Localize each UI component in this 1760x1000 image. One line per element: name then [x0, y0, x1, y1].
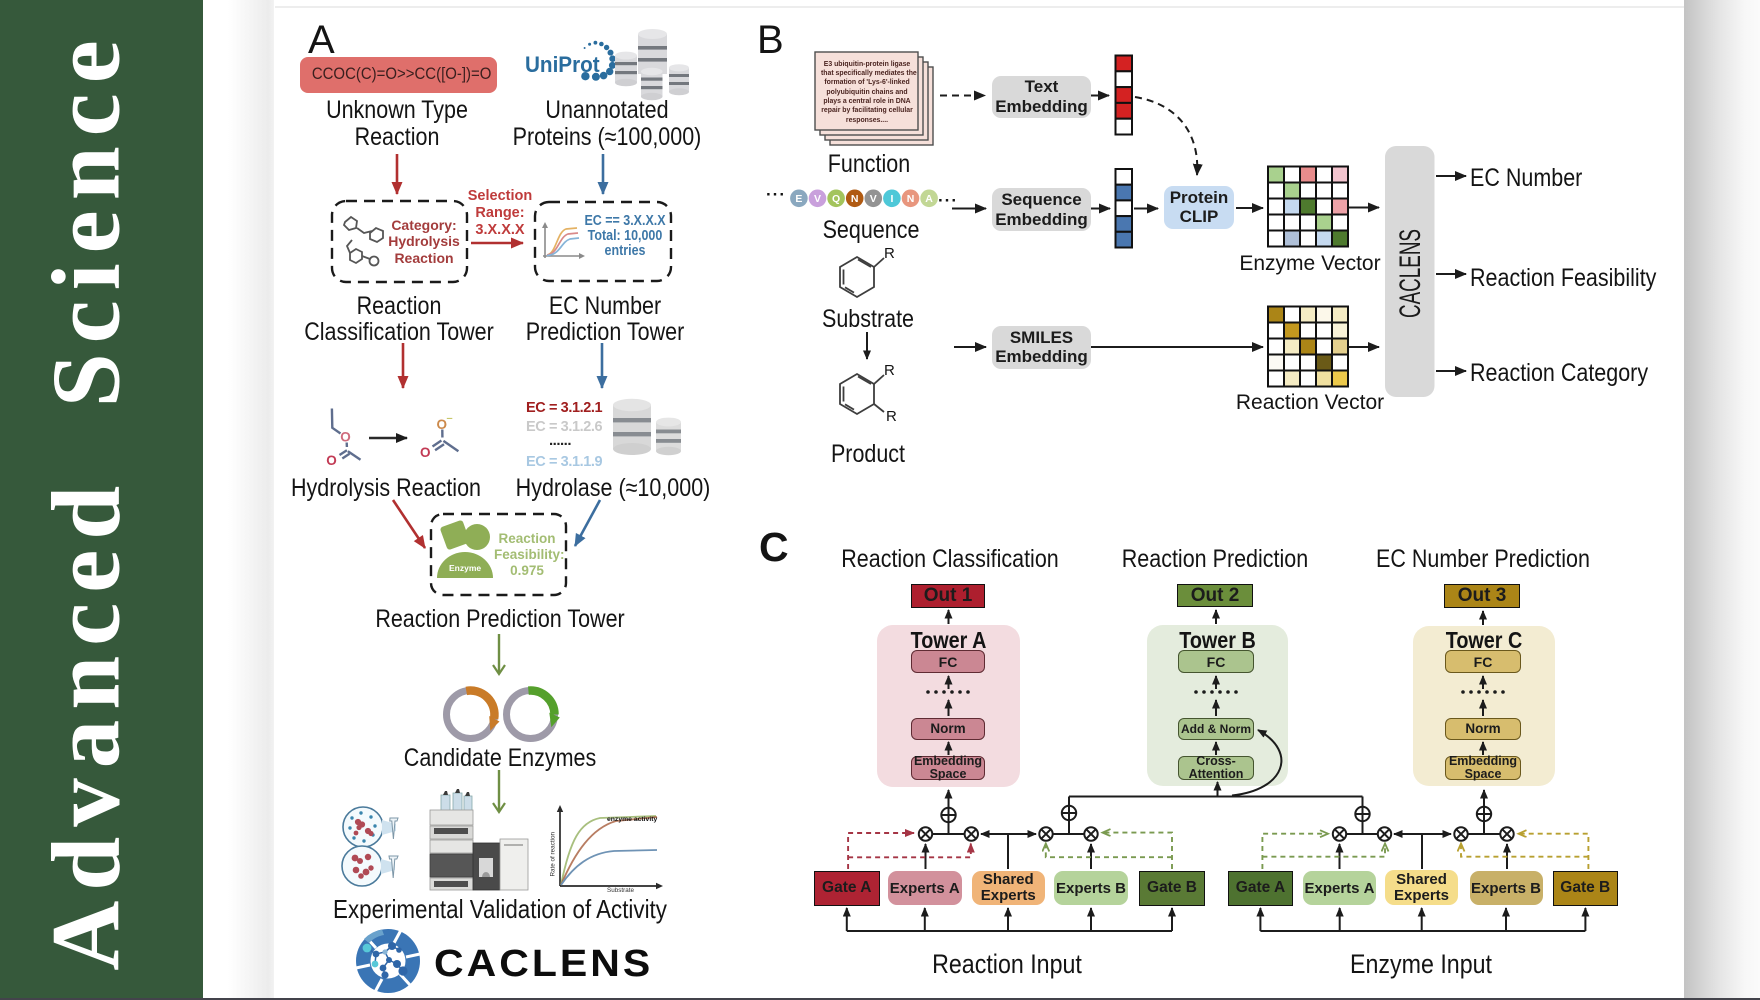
- svg-text:V: V: [814, 193, 821, 205]
- svg-text:N: N: [851, 193, 859, 205]
- svg-text:N: N: [907, 193, 915, 205]
- svg-text:Enzyme: Enzyme: [449, 563, 481, 573]
- svg-text:I: I: [890, 193, 893, 205]
- svg-text:CACLENS: CACLENS: [1394, 229, 1427, 318]
- svg-text:A: A: [925, 193, 933, 205]
- svg-text:O: O: [437, 417, 448, 432]
- svg-text:E: E: [795, 193, 802, 205]
- svg-text:O: O: [326, 453, 337, 468]
- svg-text:O: O: [420, 445, 431, 460]
- svg-text:–: –: [447, 413, 453, 425]
- svg-text:V: V: [870, 193, 877, 205]
- svg-text:Q: Q: [832, 193, 840, 205]
- svg-text:O: O: [340, 430, 351, 445]
